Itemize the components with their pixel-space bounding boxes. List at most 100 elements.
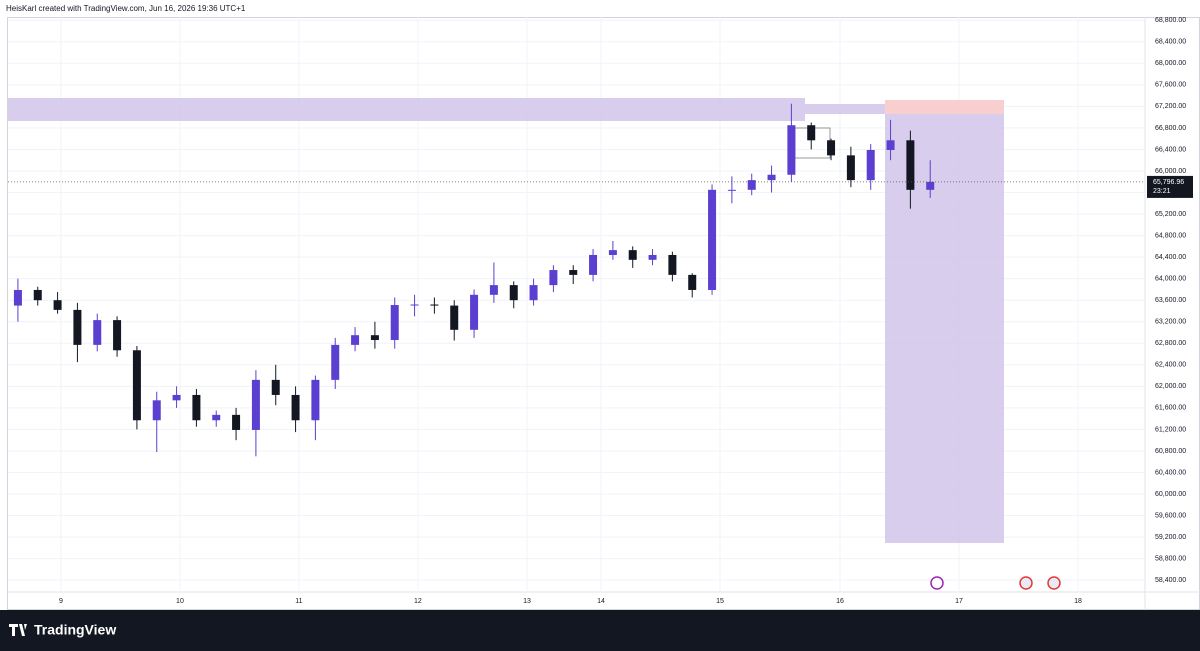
candle-body [529, 285, 538, 301]
y-tick-label: 68,400.00 [1155, 39, 1186, 46]
candle-body [708, 189, 717, 290]
zone [8, 98, 805, 121]
x-tick-label: 18 [1074, 598, 1082, 605]
candle-body [846, 155, 855, 181]
x-tick-label: 10 [176, 598, 184, 605]
candle-body [13, 289, 22, 306]
y-tick-label: 68,000.00 [1155, 60, 1186, 67]
y-tick-label: 65,200.00 [1155, 211, 1186, 218]
candle-body [311, 379, 320, 421]
footer [0, 610, 1200, 651]
event-icon[interactable] [1019, 576, 1033, 590]
last-price-box [1147, 175, 1193, 198]
y-tick-label: 60,000.00 [1155, 491, 1186, 498]
logo [9, 624, 27, 636]
candle-body [569, 270, 578, 275]
candle-body [727, 189, 736, 191]
y-tick-label: 67,600.00 [1155, 82, 1186, 89]
candle-body [132, 350, 141, 421]
candle-body [291, 394, 300, 421]
y-tick-label: 68,800.00 [1155, 17, 1186, 24]
y-tick-label: 58,800.00 [1155, 555, 1186, 562]
candle-body [787, 125, 796, 175]
candle-body [251, 379, 260, 430]
y-tick-label: 62,400.00 [1155, 362, 1186, 369]
header-text: HeisKarl created with TradingView.com, J… [6, 4, 246, 13]
candle-body [608, 250, 617, 255]
candle-body [351, 335, 360, 345]
y-tick-label: 59,600.00 [1155, 512, 1186, 519]
candle-body [113, 320, 122, 351]
candle-body [470, 294, 479, 330]
candle-body [668, 254, 677, 275]
target-zone [885, 114, 1004, 543]
y-tick-label: 66,800.00 [1155, 125, 1186, 132]
event-icon[interactable] [1047, 576, 1061, 590]
y-tick-label: 63,200.00 [1155, 319, 1186, 326]
candle-body [390, 305, 399, 341]
x-tick-label: 12 [414, 598, 422, 605]
brand[interactable]: TradingView [34, 622, 116, 638]
y-tick-label: 60,800.00 [1155, 448, 1186, 455]
candle-body [53, 300, 62, 310]
zone [805, 104, 885, 114]
candle-body [807, 125, 816, 141]
y-tick-label: 62,800.00 [1155, 340, 1186, 347]
candle-body [827, 140, 836, 156]
candle-body [866, 149, 875, 181]
x-tick-label: 11 [295, 598, 302, 605]
stop-zone [885, 100, 1004, 114]
candle-body [628, 250, 637, 260]
x-tick-label: 15 [716, 598, 724, 605]
candle-body [906, 140, 915, 190]
candle-body [33, 289, 42, 301]
candle-body [747, 180, 756, 190]
candle-body [688, 274, 697, 290]
candle-body [172, 394, 181, 401]
candle-body [926, 181, 935, 190]
x-tick-label: 17 [955, 598, 963, 605]
y-tick-label: 66,000.00 [1155, 168, 1186, 175]
event-icon[interactable] [930, 576, 944, 590]
countdown: 23:21 [1153, 188, 1171, 195]
candle-body [212, 414, 221, 421]
candle-body [886, 140, 895, 150]
y-tick-label: 61,200.00 [1155, 426, 1186, 433]
candle-body [410, 304, 419, 306]
y-tick-label: 63,600.00 [1155, 297, 1186, 304]
plot [13, 103, 935, 457]
y-tick-label: 59,200.00 [1155, 534, 1186, 541]
y-tick-label: 67,200.00 [1155, 103, 1186, 110]
candle-body [192, 394, 201, 421]
x-tick-label: 14 [597, 598, 605, 605]
last-price-label: 65,796.96 [1153, 179, 1184, 186]
candle-body [73, 309, 82, 345]
candle-body [152, 400, 161, 421]
y-tick-label: 58,400.00 [1155, 577, 1186, 584]
y-tick-label: 62,000.00 [1155, 383, 1186, 390]
y-tick-label: 61,600.00 [1155, 405, 1186, 412]
y-tick-label: 64,400.00 [1155, 254, 1186, 261]
candle-body [331, 344, 340, 380]
candle-body [232, 414, 241, 430]
y-tick-label: 64,800.00 [1155, 232, 1186, 239]
candle-body [450, 305, 459, 330]
candle-body [648, 254, 657, 260]
candle-body [767, 174, 776, 181]
x-tick-label: 16 [836, 598, 844, 605]
candle-body [589, 254, 598, 275]
candle-body [489, 285, 498, 295]
y-tick-label: 64,000.00 [1155, 276, 1186, 283]
y-tick-label: 66,400.00 [1155, 146, 1186, 153]
x-tick-label: 9 [59, 598, 63, 605]
candle-body [271, 379, 280, 395]
event-icons [930, 576, 1061, 590]
x-tick-label: 13 [523, 598, 531, 605]
candle-body [370, 335, 379, 341]
candle-body [549, 270, 558, 286]
candle-body [509, 285, 518, 301]
y-tick-label: 60,400.00 [1155, 469, 1186, 476]
candle-body [430, 304, 439, 306]
candle-body [93, 320, 102, 345]
